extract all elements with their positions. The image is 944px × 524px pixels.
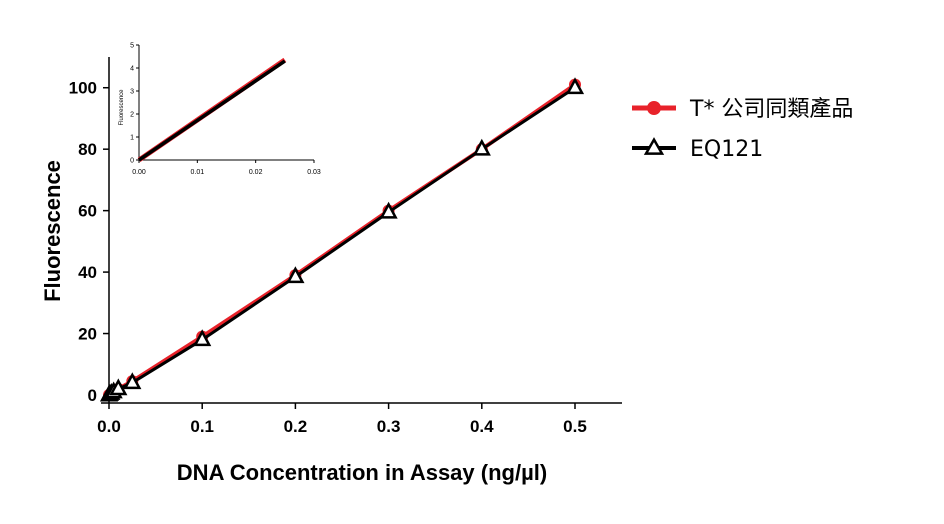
legend-label-eq121: EQ121 — [690, 137, 763, 162]
y-tick-label: 40 — [78, 263, 97, 282]
inset-series-line — [138, 59, 286, 162]
legend-marker-product-t — [647, 101, 661, 115]
inset-axes: 0.00 0.01 0.02 0.03 0 1 2 3 4 5 Fluorescence — [119, 43, 321, 177]
y-axis-title: Fluorescence — [40, 160, 65, 302]
x-tick-label: 0.1 — [190, 417, 214, 436]
x-tick-label: 0.5 — [563, 417, 587, 436]
data-point-eq121 — [123, 372, 142, 390]
inset-y-tick-label: 0 — [130, 158, 134, 165]
inset-y-tick-label: 2 — [130, 112, 134, 119]
data-point-eq121 — [193, 329, 212, 347]
x-tick-label: 0.4 — [470, 417, 494, 436]
legend: T* 公司同類產品 EQ121 — [632, 97, 853, 162]
y-tick-label: 0 — [88, 386, 97, 405]
inset-y-axis-title: Fluorescence — [119, 89, 125, 126]
x-tick-label: 0.0 — [97, 417, 121, 436]
data-point-eq121 — [565, 77, 585, 95]
data-point-eq121 — [286, 266, 305, 284]
legend-marker-eq121 — [643, 137, 665, 155]
inset-series — [137, 57, 287, 163]
data-point-eq121 — [472, 138, 491, 156]
inset-y-tick-label: 1 — [130, 135, 134, 142]
x-tick-label: 0.2 — [284, 417, 308, 436]
y-tick-label: 100 — [69, 79, 97, 98]
main-series — [99, 77, 585, 402]
x-axis-title: DNA Concentration in Assay (ng/µl) — [177, 460, 547, 485]
y-tick-label: 80 — [78, 140, 97, 159]
inset-y-tick-label: 5 — [130, 43, 134, 50]
inset-x-tick-label: 0.00 — [132, 169, 146, 176]
data-point-eq121 — [109, 378, 128, 396]
data-point-eq121 — [379, 201, 398, 219]
y-tick-label: 60 — [78, 202, 97, 221]
inset-x-tick-label: 0.03 — [307, 169, 321, 176]
inset-x-tick-label: 0.01 — [191, 169, 205, 176]
x-tick-label: 0.3 — [377, 417, 401, 436]
inset-y-tick-label: 3 — [130, 89, 134, 96]
inset-x-tick-label: 0.02 — [249, 169, 263, 176]
y-tick-label: 20 — [78, 325, 97, 344]
legend-label-product-t: T* 公司同類產品 — [689, 97, 853, 122]
inset-y-tick-label: 4 — [130, 66, 134, 73]
